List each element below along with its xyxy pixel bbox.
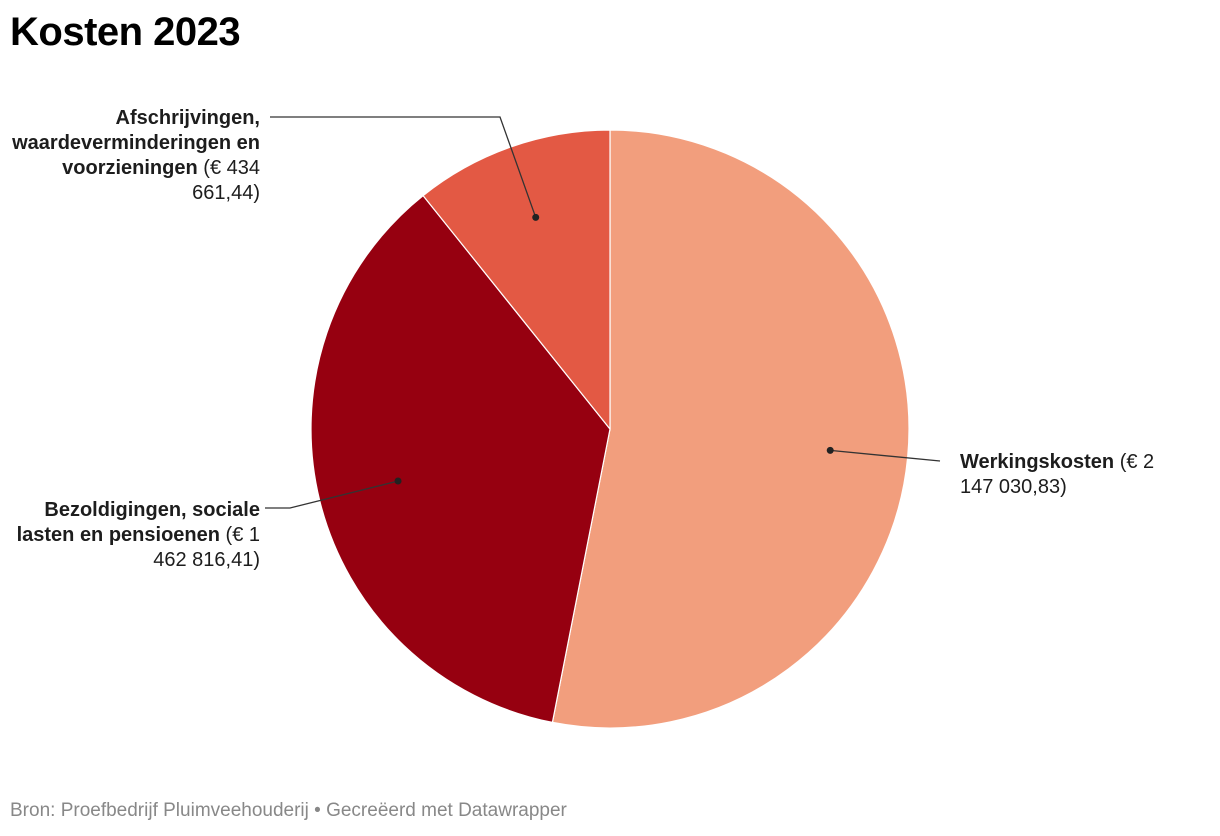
- slice-name: Afschrijvingen, waardeverminderingen en …: [12, 107, 260, 179]
- slice-name: Bezoldigingen, sociale lasten en pensioe…: [16, 499, 260, 546]
- slice-label-bezoldigingen: Bezoldigingen, sociale lasten en pensioe…: [10, 498, 260, 573]
- slice-value: (€ 2 147 030,83): [960, 451, 1155, 498]
- slice-value: (€ 434 661,44): [192, 157, 260, 204]
- leader-line-2: [270, 116, 537, 218]
- leader-line-1: [265, 480, 399, 509]
- slice-label-afschrijvingen: Afschrijvingen, waardeverminderingen en …: [10, 106, 260, 206]
- leader-dot-0: [826, 446, 834, 454]
- slice-value: (€ 1 462 816,41): [153, 524, 260, 571]
- leader-dot-2: [532, 213, 540, 221]
- slice-label-werkingskosten: Werkingskosten (€ 2 147 030,83): [960, 450, 1190, 500]
- leader-line-0: [830, 449, 941, 462]
- chart-title: Kosten 2023: [10, 10, 241, 54]
- slice-name: Werkingskosten: [960, 451, 1115, 473]
- leader-dot-1: [394, 477, 402, 485]
- source-footer: Bron: Proefbedrijf Pluimveehouderij • Ge…: [10, 800, 567, 821]
